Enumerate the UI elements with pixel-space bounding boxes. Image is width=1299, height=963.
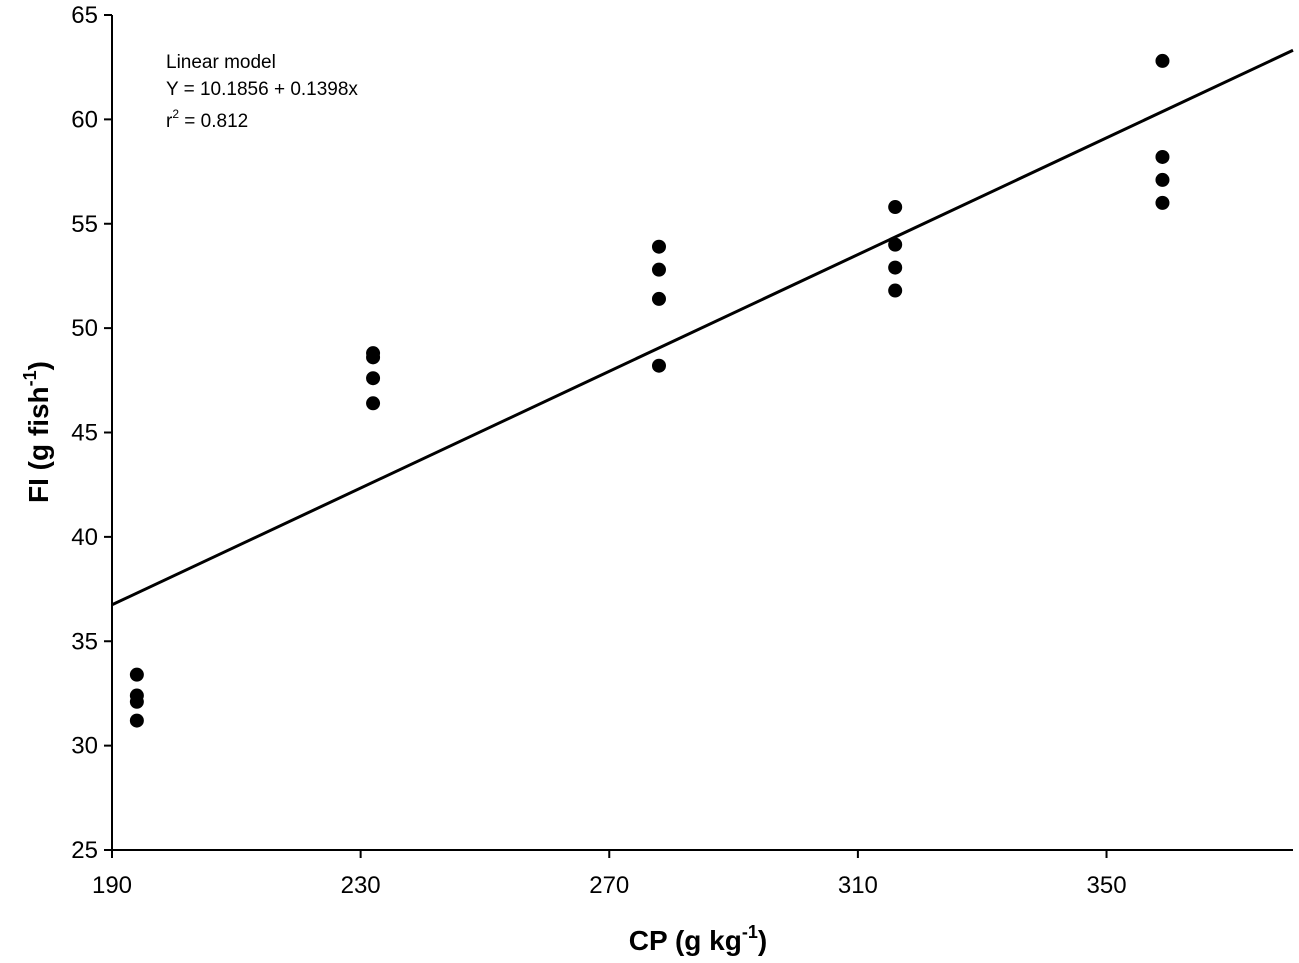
y-tick-label: 60 — [71, 106, 98, 133]
y-tick-label: 65 — [71, 2, 98, 29]
x-tick-label: 270 — [589, 872, 629, 899]
data-point — [888, 200, 903, 215]
r-value: = 0.812 — [179, 111, 248, 132]
y-tick-label: 40 — [71, 524, 98, 551]
data-point — [366, 371, 381, 386]
axes — [111, 15, 1293, 851]
y-tick-label: 30 — [71, 733, 98, 760]
regression-line — [111, 48, 1294, 607]
data-point — [651, 291, 666, 306]
y-tick-label: 25 — [71, 837, 98, 864]
data-point — [129, 694, 144, 709]
x-title-tail: ) — [758, 925, 767, 956]
x-title-base: CP (g kg — [629, 925, 742, 956]
data-point — [129, 667, 144, 682]
data-point — [651, 239, 666, 254]
annotation-equation: Y = 10.1856 + 0.1398x — [166, 79, 358, 100]
data-point — [1155, 195, 1170, 210]
data-point — [651, 358, 666, 373]
x-tick-label: 230 — [341, 872, 381, 899]
data-point — [888, 283, 903, 298]
y-tick-label: 55 — [71, 211, 98, 238]
x-tick-label: 190 — [92, 872, 132, 899]
x-ticks: 190 230 270 310 350 — [92, 850, 1127, 899]
data-point — [1155, 149, 1170, 164]
data-point — [1155, 172, 1170, 187]
r-base: r — [166, 111, 173, 132]
y-tick-label: 50 — [71, 315, 98, 342]
x-tick-label: 350 — [1087, 872, 1127, 899]
data-point — [366, 350, 381, 365]
x-title-superscript: -1 — [742, 922, 758, 942]
data-point — [888, 260, 903, 275]
x-axis-title: CP (g kg-1) — [629, 922, 767, 956]
x-tick-label: 310 — [838, 872, 878, 899]
y-ticks: 25 30 35 40 45 50 55 60 65 — [71, 2, 112, 864]
data-point — [366, 396, 381, 411]
r-superscript: 2 — [172, 107, 179, 121]
data-point — [1155, 53, 1170, 68]
data-point — [888, 237, 903, 252]
annotation-r-squared: r2 = 0.812 — [166, 107, 248, 132]
y-tick-label: 45 — [71, 420, 98, 447]
data-points — [129, 53, 1170, 728]
data-point — [651, 262, 666, 277]
data-point — [129, 713, 144, 728]
annotation-model-name: Linear model — [166, 52, 276, 73]
y-tick-label: 35 — [71, 628, 98, 655]
y-title-superscript: -1 — [20, 370, 40, 386]
model-annotation: Linear model Y = 10.1856 + 0.1398x r2 = … — [166, 52, 358, 132]
y-title-base: FI (g fish — [23, 386, 54, 503]
y-axis-title: FI (g fish-1) — [20, 361, 54, 503]
y-title-tail: ) — [23, 361, 54, 370]
